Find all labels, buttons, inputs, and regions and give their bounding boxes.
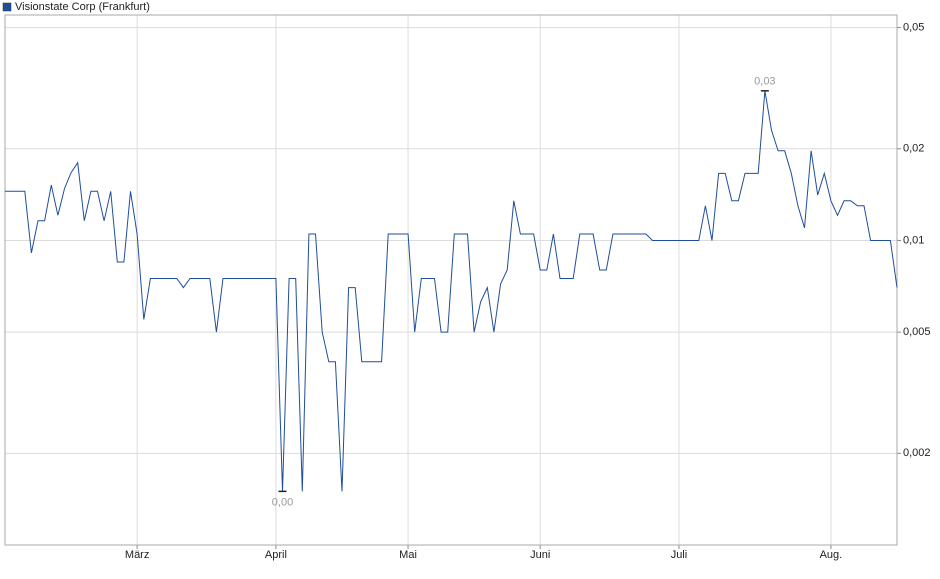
legend-swatch [2, 2, 12, 12]
x-tick-label: Mai [399, 549, 417, 561]
x-tick-label: März [125, 549, 149, 561]
x-tick-label: Juni [530, 549, 550, 561]
plot-frame [4, 14, 898, 546]
extreme-label: 0,03 [754, 76, 775, 88]
y-tick-label: 0,002 [903, 447, 931, 459]
y-tick-label: 0,005 [903, 326, 931, 338]
y-tick-label: 0,01 [903, 234, 924, 246]
extreme-label: 0,00 [272, 496, 293, 508]
y-tick-label: 0,05 [903, 22, 924, 34]
x-tick-label: April [265, 549, 287, 561]
x-tick-label: Juli [671, 549, 688, 561]
price-line [5, 90, 898, 492]
x-tick-label: Aug. [820, 549, 843, 561]
y-tick-label: 0,02 [903, 143, 924, 155]
legend-label: Visionstate Corp (Frankfurt) [15, 1, 150, 13]
